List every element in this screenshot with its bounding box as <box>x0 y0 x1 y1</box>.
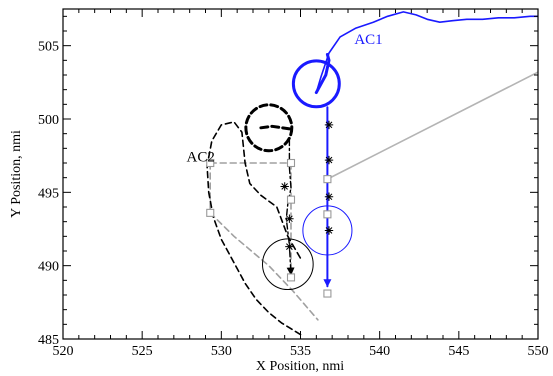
series-line-gray-diagonal <box>326 71 538 180</box>
annotation-ac1: AC1 <box>354 32 382 48</box>
square-marker-0 <box>206 158 215 168</box>
square-marker-1 <box>286 158 296 168</box>
series-line-ac1-hook <box>314 53 331 95</box>
star-marker-2 <box>324 192 334 201</box>
x-tick-label-535: 535 <box>290 344 311 359</box>
star-marker-4 <box>280 182 289 191</box>
square-marker-4 <box>286 273 296 282</box>
y-tick-label-505: 505 <box>38 40 59 55</box>
y-tick-label-490: 490 <box>38 260 59 275</box>
y-tick-label-485: 485 <box>38 333 59 348</box>
series-line-gray-dashed-lower <box>209 212 319 321</box>
series-line-ac2-start <box>259 124 295 131</box>
x-axis-title: X Position, nmi <box>256 359 344 374</box>
x-tick-label-530: 530 <box>211 344 232 359</box>
x-tick-label-540: 540 <box>369 344 390 359</box>
annotation-ac2: AC2 <box>187 150 215 166</box>
circle-ac1-big <box>291 59 341 109</box>
axis-ticks: 520 525 530 535 540 545 550 485 490 495 500 505 <box>38 9 549 359</box>
star-marker-6 <box>285 242 294 251</box>
plot-area: AC1 AC2 <box>187 11 538 336</box>
square-marker-7 <box>323 289 332 298</box>
series-line-ac1-track <box>315 11 538 94</box>
star-marker-3 <box>324 226 334 235</box>
x-tick-label-550: 550 <box>528 344 549 359</box>
series-line-ac2-track <box>206 121 302 336</box>
y-tick-label-500: 500 <box>38 113 59 128</box>
square-marker-2 <box>286 195 296 204</box>
x-tick-label-520: 520 <box>53 344 74 359</box>
square-marker-3 <box>206 208 215 217</box>
star-marker-0 <box>324 120 334 130</box>
circle-ac2-small <box>262 238 314 291</box>
y-axis-title: Y Position, nmi <box>9 130 24 218</box>
x-tick-label-525: 525 <box>132 344 153 359</box>
y-tick-label-495: 495 <box>38 186 59 201</box>
square-marker-5 <box>323 175 332 184</box>
plot-frame <box>62 8 539 340</box>
square-marker-6 <box>323 210 332 219</box>
star-marker-1 <box>324 155 334 165</box>
series-line-ac2-descent <box>285 138 295 276</box>
star-marker-5 <box>285 214 294 223</box>
x-tick-label-545: 545 <box>448 344 469 359</box>
circle-ac2-big <box>244 103 294 153</box>
